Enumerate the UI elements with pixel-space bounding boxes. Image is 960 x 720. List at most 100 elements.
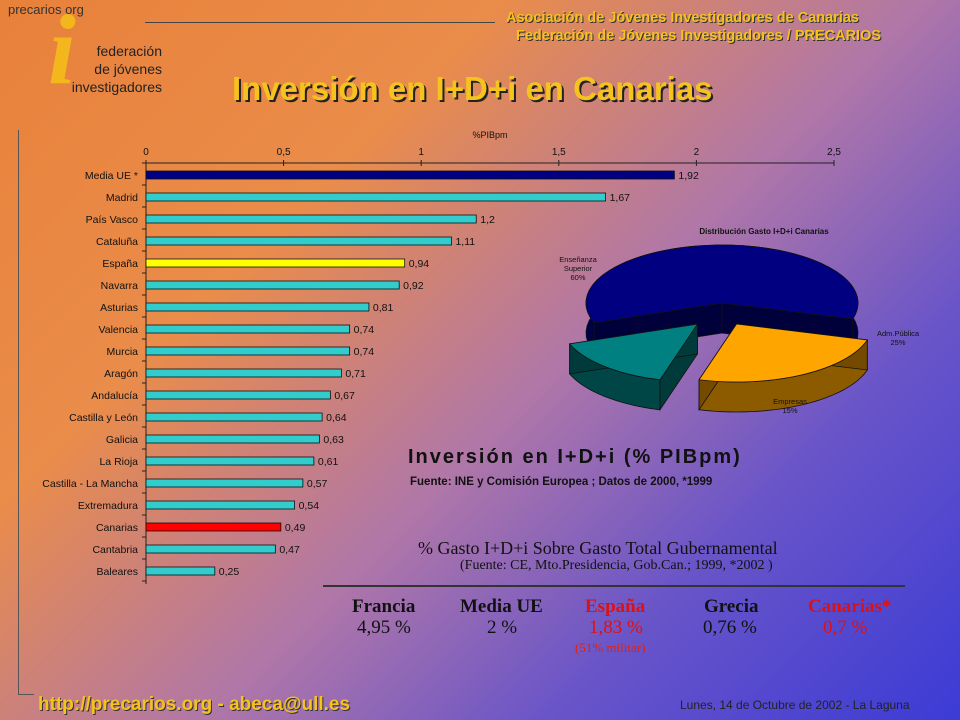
bar-value-label: 0,74 [354,346,375,358]
logo-line: federación [96,43,162,59]
bar-category-label: Murcia [106,346,138,358]
bar-x-tick-label: 0 [143,147,149,158]
bar-category-label: Extremadura [78,500,138,512]
investment-title: Inversión en I+D+i (% PIBpm) [408,446,742,468]
bar-value-label: 0,92 [403,280,424,292]
bar-value-label: 0,25 [219,566,240,578]
bar-value-label: 0,94 [409,258,430,270]
gasto-source: (Fuente: CE, Mto.Presidencia, Gob.Can.; … [460,558,773,573]
comparison-name-espana: España [585,596,646,617]
bar-value-label: 0,81 [373,302,394,314]
bar [145,236,452,246]
bar [145,302,370,312]
bar [145,544,276,554]
comparison-name-media-ue: Media UE [460,596,543,617]
bar-category-label: Galicia [106,434,138,446]
pie-slice [585,244,859,324]
bar [145,434,320,444]
logo-line: investigadores [71,79,162,95]
bar-chart-marks: Media UE * 1,92 Madrid 1,67 País Vasco 1,2 Cat… [42,170,699,578]
header-divider [145,22,495,23]
bar-category-label: España [102,258,138,270]
bar-category-label: Madrid [106,192,138,204]
comparison-value-espana: 1,83 % [589,617,643,638]
bar-value-label: 0,67 [334,390,355,402]
bar [145,456,315,466]
bar-category-label: Canarias [96,522,138,534]
bar-category-label: Aragón [104,368,138,380]
bar-value-label: 0,74 [354,324,375,336]
bar-category-label: Castilla y León [69,412,138,424]
bar-category-label: País Vasco [86,214,138,226]
comparison-name-francia: Francia [352,596,416,617]
bar [145,280,400,290]
bar [145,170,675,180]
gasto-title: % Gasto I+D+i Sobre Gasto Total Gubernam… [418,538,778,558]
comparison-value-canarias: 0,7 % [823,617,868,638]
bar-value-label: 0,61 [318,456,339,468]
bar [145,390,331,400]
pie-chart-title: Distribución Gasto I+D+i Canarias [699,227,829,236]
bar [145,324,351,334]
bar-value-label: 0,64 [326,412,347,424]
bar-value-label: 1,92 [678,170,699,182]
bar-category-label: Cantabria [92,544,138,556]
bar-value-label: 1,67 [610,192,631,204]
bar-category-label: Castilla - La Mancha [42,478,138,490]
bar-x-tick-label: 0,5 [277,147,291,158]
footer-link[interactable]: http://precarios.org - abeca@ull.es [38,694,351,715]
bar [145,478,304,488]
investment-source: Fuente: INE y Comisión Europea ; Datos d… [410,476,713,488]
pie-slice-label: Adm.Pública [877,329,920,338]
comparison-value-francia: 4,95 % [357,617,411,638]
org-name-2: Federación de Jóvenes Investigadores / P… [516,28,882,44]
pie-slice-label: Superior [564,264,593,273]
bar-category-label: La Rioja [99,456,138,468]
bar [145,412,323,422]
bar-chart-title: %PIBpm [472,130,507,140]
bar-x-tick-label: 1,5 [552,147,566,158]
comparison-value-media-ue: 2 % [487,617,518,638]
bar-value-label: 0,63 [323,434,344,446]
page-title: Inversión en I+D+i en Canarias [232,70,713,107]
bar-category-label: Asturias [100,302,138,314]
bar [145,368,342,378]
bar-category-label: Cataluña [96,236,138,248]
bar [145,192,606,202]
bar-value-label: 0,54 [299,500,320,512]
comparison-note: (51% militar) [575,640,646,655]
comparison-name-canarias: Canarias* [808,596,892,617]
bar-x-tick-label: 2,5 [827,147,841,158]
logo-text: federación de jóvenes investigadores [58,42,162,96]
bar [145,214,477,224]
bar-x-tick-label: 1 [418,147,424,158]
left-divider [18,130,19,695]
bar [145,258,406,268]
bar [145,346,351,356]
pie-slice-label: Empresas [773,397,807,406]
bar-value-label: 0,57 [307,478,328,490]
bar-value-label: 0,71 [345,368,366,380]
logo-line: de jóvenes [94,61,162,77]
pie-slice [568,323,699,381]
org-name-1: Asociación de Jóvenes Investigadores de … [506,10,859,26]
gasto-divider [323,585,905,587]
bar [145,566,216,576]
bar-x-tick-label: 2 [694,147,700,158]
pie-slice-label: 25% [890,338,905,347]
bar [145,500,296,510]
bar [145,522,282,532]
bar-category-label: Media UE * [85,170,138,182]
comparison-name-grecia: Grecia [704,596,759,617]
bar-category-label: Navarra [101,280,139,292]
bar-value-label: 0,49 [285,522,306,534]
bar-category-label: Baleares [97,566,138,578]
bar-value-label: 0,47 [279,544,300,556]
bar-value-label: 1,11 [455,236,475,248]
pie-slice-label: Enseñanza [559,255,597,264]
logo-letter-icon: i [48,0,76,105]
bottom-divider [18,694,34,695]
